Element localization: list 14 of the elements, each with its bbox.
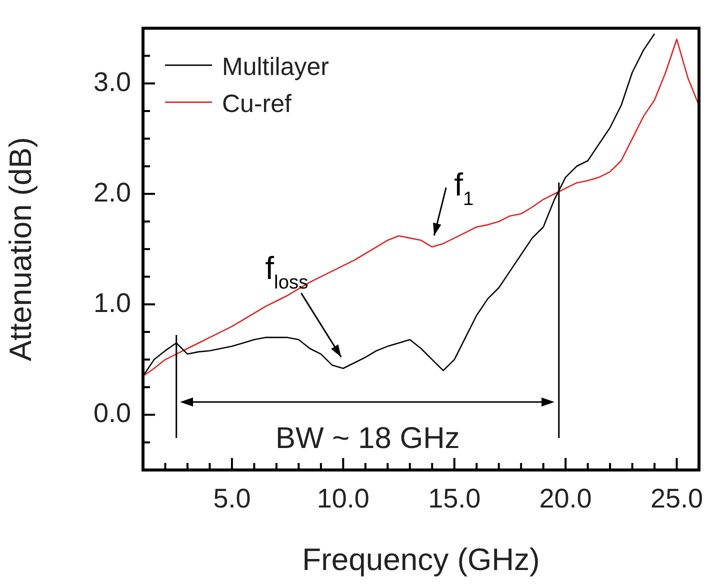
legend-label: Cu-ref (222, 90, 292, 118)
legend-label: Multilayer (222, 53, 329, 82)
x-tick-label: 20.0 (539, 484, 592, 514)
x-axis-title: Frequency (GHz) (302, 542, 540, 577)
x-tick-label: 10.0 (316, 484, 370, 514)
x-tick-label: 5.0 (213, 484, 251, 514)
annotation: BW ~ 18 GHz (276, 422, 460, 455)
y-tick-label: 1.0 (93, 288, 131, 318)
x-tick-label: 25.0 (650, 484, 704, 514)
y-axis-title: Attenuation (dB) (3, 137, 38, 362)
y-tick-label: 3.0 (93, 66, 131, 97)
x-tick-label: 15.0 (428, 484, 481, 514)
y-tick-label: 0.0 (93, 398, 131, 428)
y-tick-label: 2.0 (93, 177, 131, 208)
